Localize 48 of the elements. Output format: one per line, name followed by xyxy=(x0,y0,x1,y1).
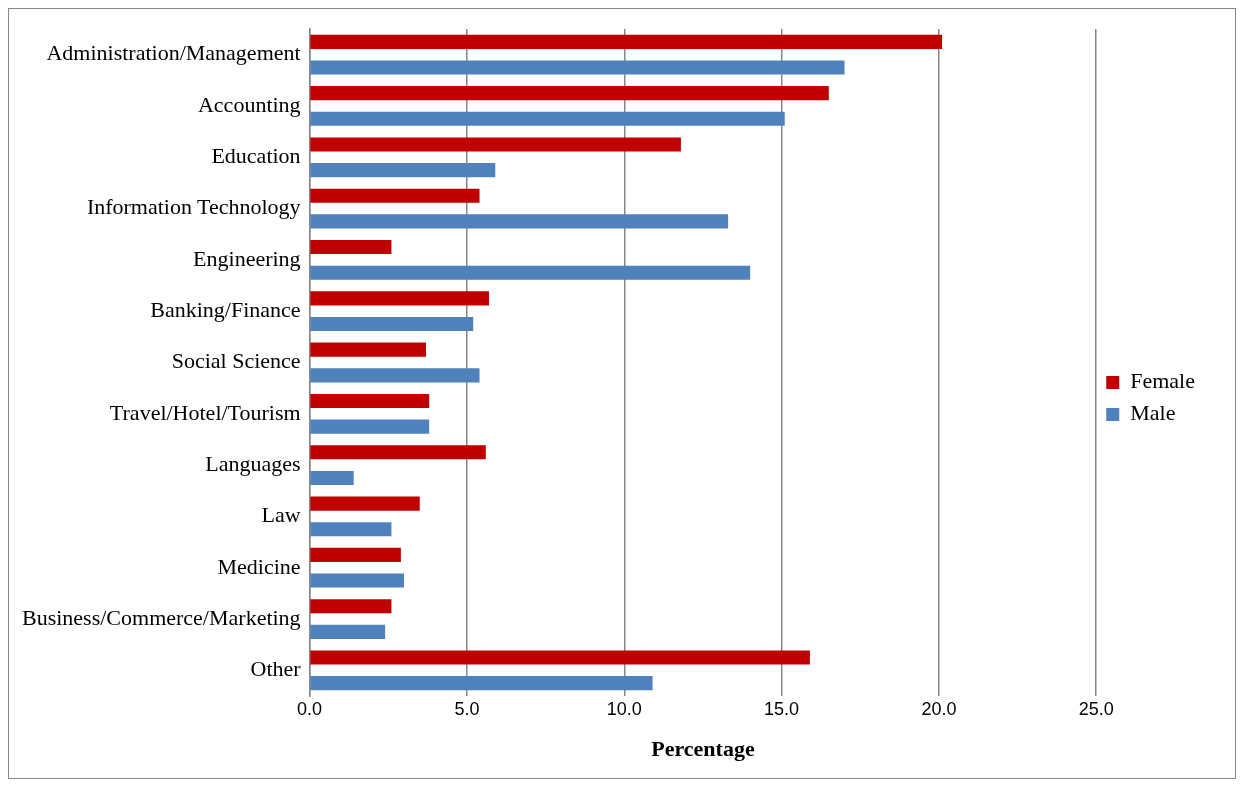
bar xyxy=(310,676,653,691)
bar xyxy=(310,265,751,280)
bar xyxy=(310,291,489,306)
bar xyxy=(310,573,405,588)
x-tick-label: 10.0 xyxy=(606,698,642,719)
y-tick-label: Banking/Finance xyxy=(150,296,301,322)
x-tick-label: 25.0 xyxy=(1078,698,1114,719)
bar xyxy=(310,137,681,152)
y-tick-label: Law xyxy=(261,502,301,528)
bar xyxy=(310,34,943,49)
x-axis-title: Percentage xyxy=(651,736,755,762)
bar xyxy=(310,60,845,75)
bar xyxy=(310,522,392,537)
bar xyxy=(310,111,785,126)
y-tick-label: Medicine xyxy=(217,553,301,579)
y-tick-label: Information Technology xyxy=(86,194,301,220)
bar xyxy=(310,86,829,101)
bar xyxy=(310,188,480,203)
bar xyxy=(310,342,427,357)
bar xyxy=(310,240,392,255)
x-tick-label: 5.0 xyxy=(454,698,480,719)
bar xyxy=(310,393,430,409)
bar xyxy=(310,214,729,229)
y-tick-label: Business/Commerce/Marketing xyxy=(22,604,301,630)
x-tick-label: 15.0 xyxy=(764,698,800,719)
y-tick-label: Languages xyxy=(205,450,301,476)
bar xyxy=(310,163,496,178)
y-tick-label: Engineering xyxy=(193,245,301,271)
legend-label: Male xyxy=(1130,400,1176,426)
y-tick-label: Administration/Management xyxy=(46,40,301,66)
y-tick-label: Education xyxy=(211,143,301,169)
bar xyxy=(310,599,392,614)
bar xyxy=(310,470,354,485)
bar xyxy=(310,496,420,511)
bar xyxy=(310,624,386,639)
bar xyxy=(310,445,486,460)
legend-label: Female xyxy=(1130,368,1196,394)
x-tick-label: 0.0 xyxy=(297,698,323,719)
bar xyxy=(310,419,430,434)
x-tick-label: 20.0 xyxy=(921,698,957,719)
bar xyxy=(310,316,474,332)
bar xyxy=(310,368,480,383)
bar xyxy=(310,547,401,562)
y-tick-label: Other xyxy=(250,656,302,682)
y-tick-label: Accounting xyxy=(197,91,301,117)
y-tick-label: Social Science xyxy=(171,348,301,374)
y-tick-label: Travel/Hotel/Tourism xyxy=(109,399,301,425)
bar xyxy=(310,650,810,665)
